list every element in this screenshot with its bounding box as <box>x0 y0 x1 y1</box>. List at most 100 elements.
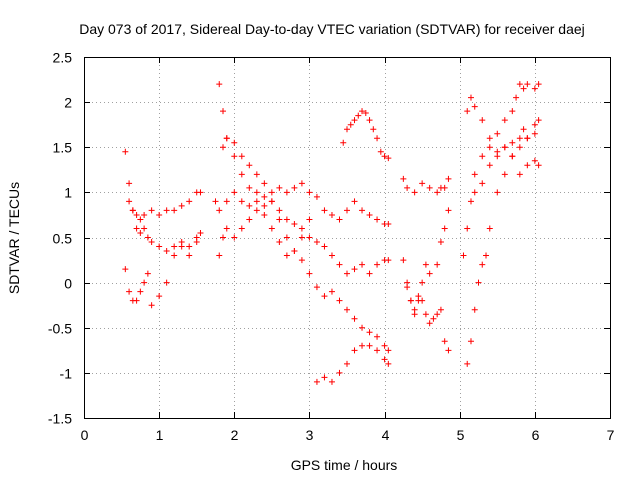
data-point <box>479 153 486 160</box>
data-point <box>509 108 516 115</box>
data-point <box>445 175 452 182</box>
data-point <box>336 297 343 304</box>
data-point <box>359 324 366 331</box>
data-point <box>404 184 411 191</box>
data-point <box>283 189 290 196</box>
data-point <box>475 279 482 286</box>
data-point <box>385 257 392 264</box>
data-point <box>344 126 350 133</box>
data-point <box>126 180 133 187</box>
data-point <box>434 189 441 196</box>
data-point <box>313 193 320 200</box>
point-layer <box>122 81 542 385</box>
data-point <box>374 135 381 142</box>
data-point <box>471 103 478 110</box>
y-axis-label: SDTVAR / TECUs <box>6 182 22 294</box>
y-tick-label: -1 <box>60 366 73 382</box>
data-point <box>283 234 290 241</box>
data-point <box>441 225 448 232</box>
data-point <box>141 225 148 232</box>
data-point <box>400 257 407 264</box>
data-point <box>328 288 335 295</box>
data-point <box>220 108 227 115</box>
data-point <box>467 198 474 205</box>
data-point <box>231 139 238 146</box>
data-point <box>359 342 366 349</box>
data-point <box>351 117 358 124</box>
data-point <box>419 279 426 286</box>
data-point <box>133 211 140 218</box>
data-point <box>494 189 501 196</box>
data-point <box>336 216 343 223</box>
data-point <box>321 293 328 300</box>
data-point <box>366 117 373 124</box>
data-point <box>328 252 335 259</box>
data-point <box>261 193 268 200</box>
data-point <box>298 257 305 264</box>
data-point <box>464 360 471 367</box>
data-point <box>178 243 185 250</box>
data-point <box>509 139 516 146</box>
data-point <box>246 162 253 169</box>
data-point <box>381 356 388 363</box>
data-point <box>253 198 260 205</box>
data-point <box>336 261 343 268</box>
data-point <box>197 189 204 196</box>
data-point <box>445 347 452 354</box>
data-point <box>366 342 373 349</box>
data-point <box>163 248 170 255</box>
data-point <box>501 117 508 124</box>
data-point <box>220 234 227 241</box>
data-point <box>197 229 204 236</box>
data-point <box>501 144 508 151</box>
data-point <box>400 175 407 182</box>
series-trace-2 <box>126 180 204 255</box>
y-tick-label: 2.5 <box>53 50 73 66</box>
data-point <box>144 234 151 241</box>
data-point <box>231 189 238 196</box>
series-trace-16 <box>471 144 538 196</box>
data-point <box>494 130 501 137</box>
data-point <box>321 207 328 214</box>
data-point <box>381 342 388 349</box>
x-tick-label: 7 <box>607 427 615 443</box>
data-point <box>276 239 283 246</box>
data-point <box>516 171 523 178</box>
series-trace-15 <box>464 81 542 142</box>
data-point <box>411 306 418 313</box>
data-point <box>171 252 178 259</box>
x-tick-label: 2 <box>231 427 239 443</box>
data-point <box>426 184 433 191</box>
data-point <box>486 135 493 142</box>
plot-frame <box>84 57 611 419</box>
data-point <box>479 117 486 124</box>
data-point <box>246 202 253 209</box>
data-point <box>381 153 388 160</box>
data-point <box>137 229 144 236</box>
data-point <box>366 211 373 218</box>
data-point <box>129 207 136 214</box>
data-point <box>122 266 129 273</box>
data-point <box>445 207 452 214</box>
x-tick-label: 0 <box>81 427 89 443</box>
data-point <box>313 378 320 385</box>
data-point <box>422 311 429 318</box>
data-point <box>535 81 542 88</box>
data-point <box>411 189 418 196</box>
data-point <box>464 225 471 232</box>
data-point <box>283 216 290 223</box>
data-point <box>321 243 328 250</box>
data-point <box>524 81 531 88</box>
data-point <box>220 144 227 151</box>
data-point <box>261 180 268 187</box>
data-point <box>261 202 268 209</box>
data-point <box>415 293 422 300</box>
data-point <box>437 239 444 246</box>
data-point <box>144 270 151 277</box>
data-point <box>223 198 230 205</box>
y-tick-label: -1.5 <box>48 411 72 427</box>
data-point <box>223 225 230 232</box>
data-point <box>137 288 144 295</box>
data-point <box>186 243 193 250</box>
data-point <box>298 180 305 187</box>
